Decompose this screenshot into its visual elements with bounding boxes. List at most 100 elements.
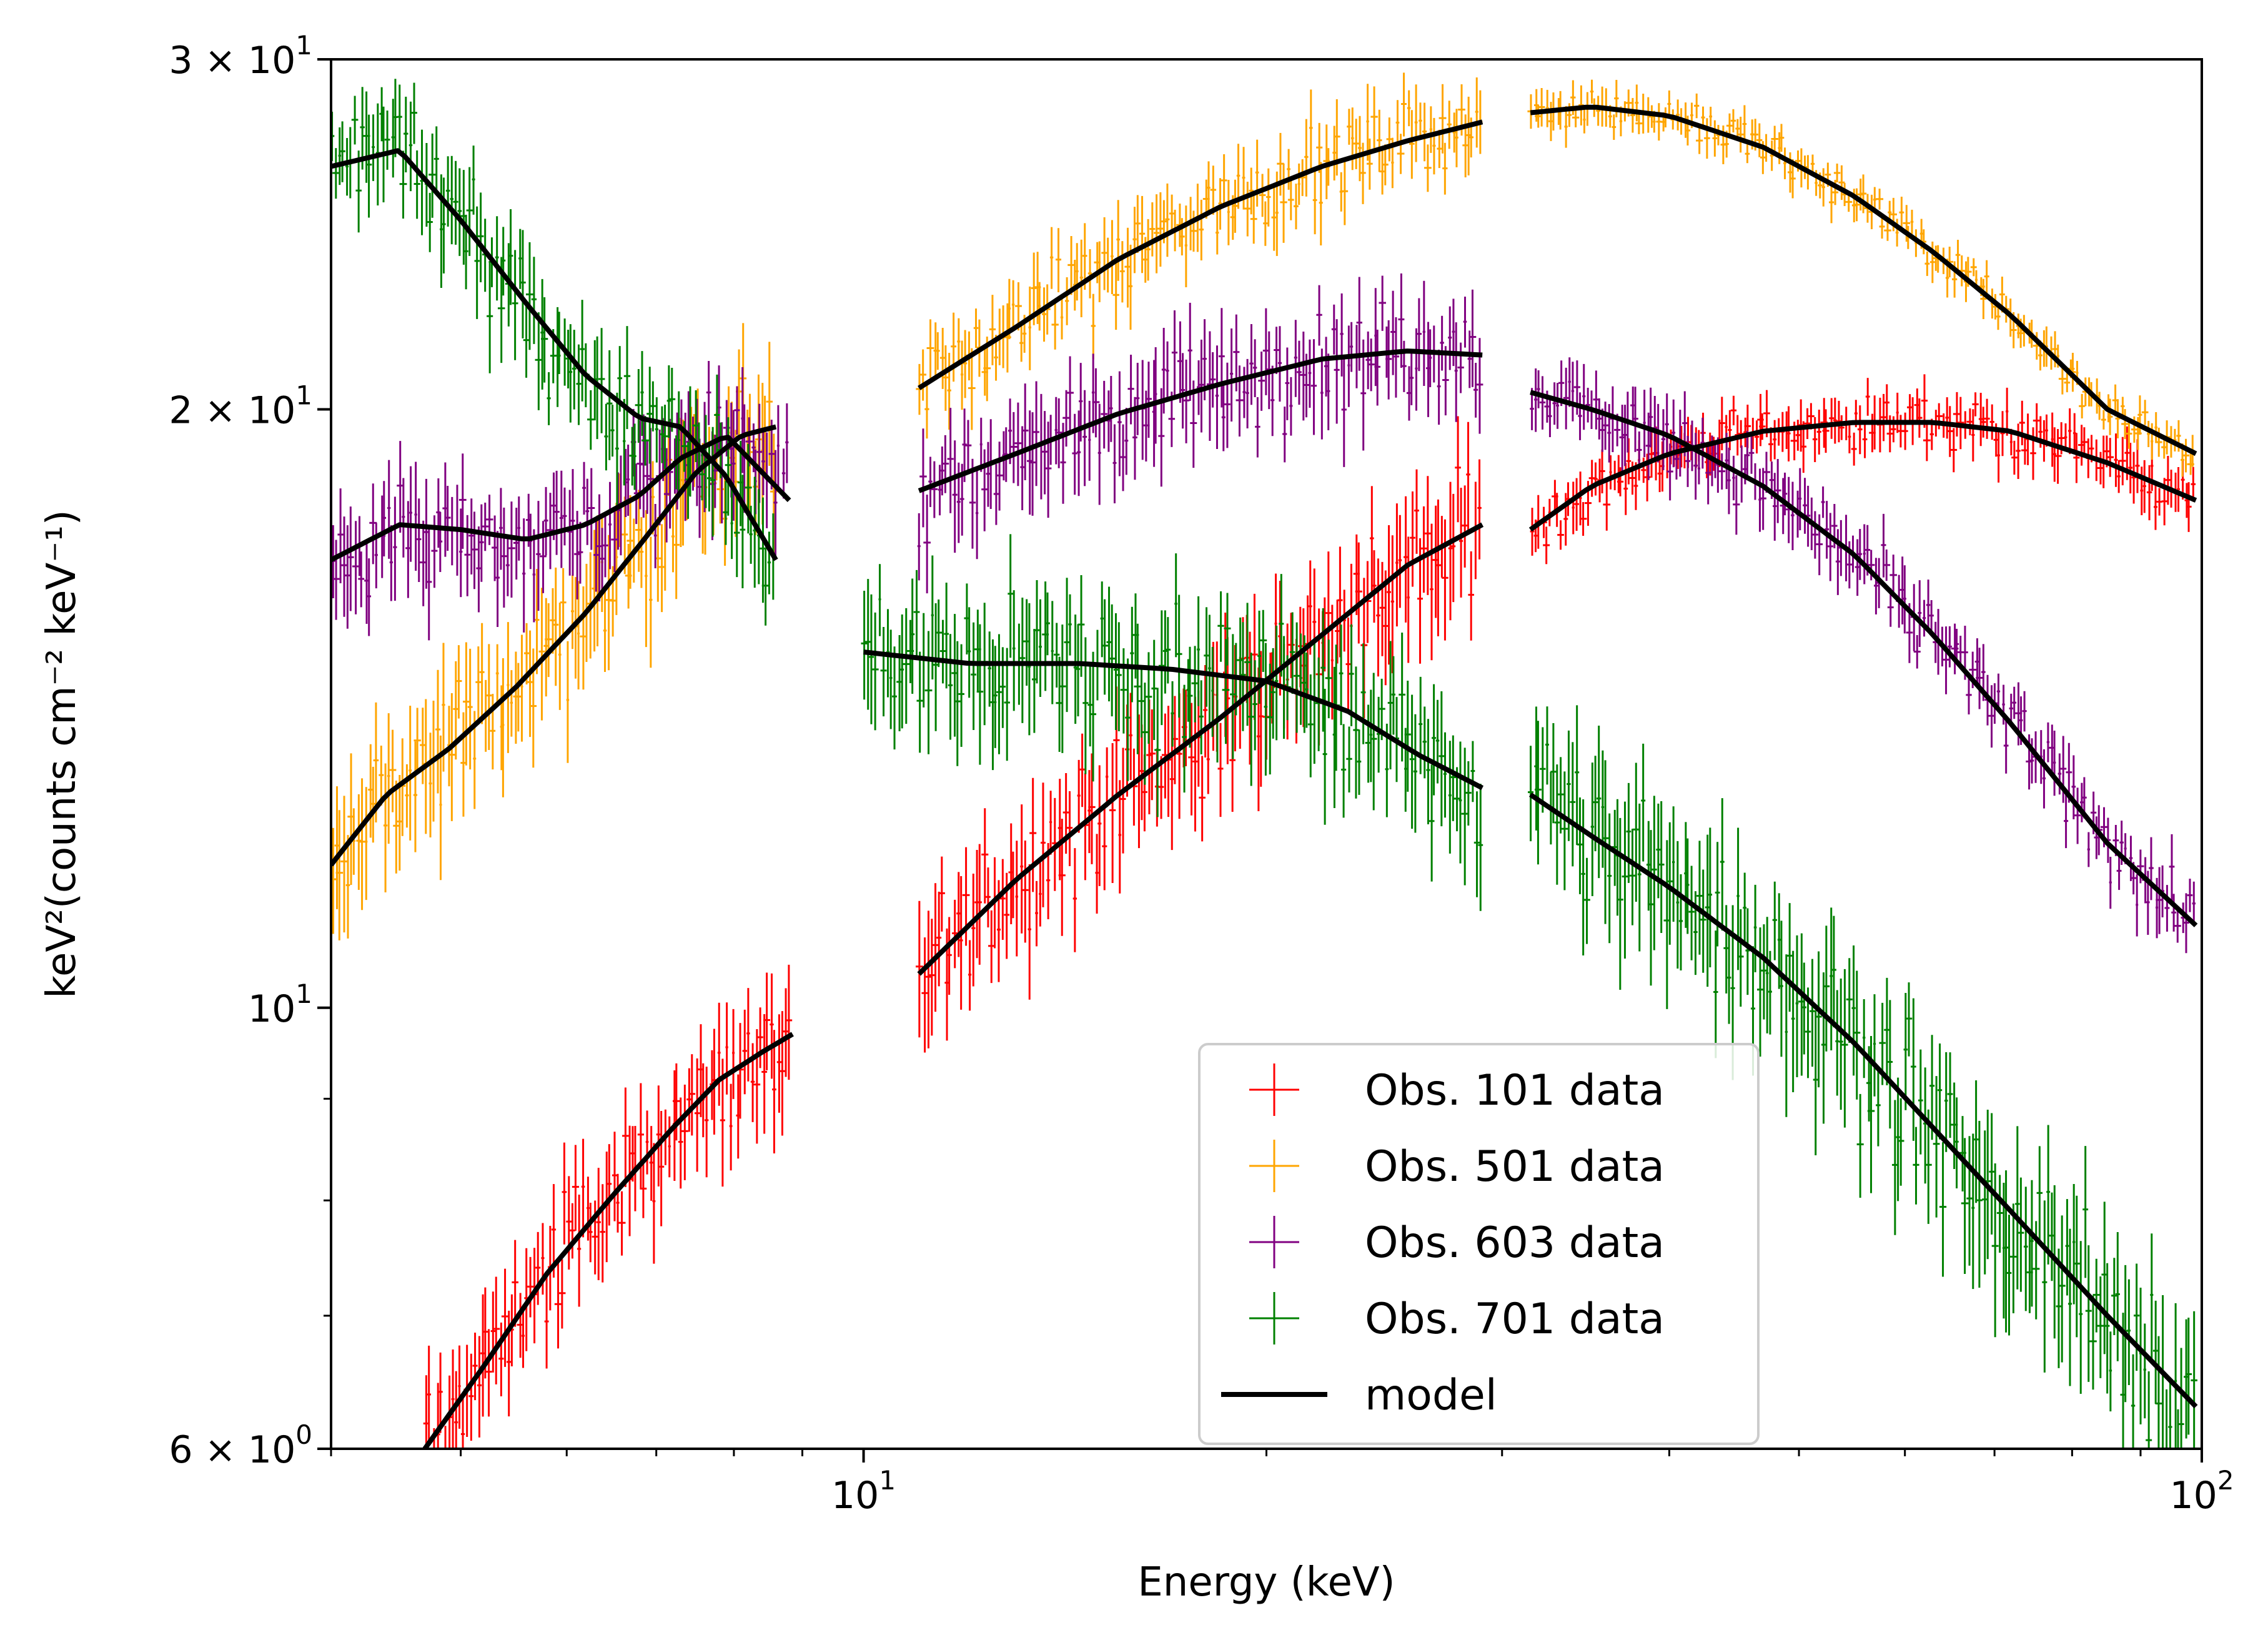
data-point	[1528, 746, 1534, 842]
data-point	[917, 513, 921, 581]
data-point	[1791, 950, 1795, 1092]
data-point	[1435, 499, 1442, 636]
data-point	[2131, 451, 2136, 504]
data-point	[1297, 340, 1302, 405]
data-point	[2053, 427, 2056, 482]
data-point	[1632, 762, 1640, 902]
data-point	[651, 461, 655, 535]
data-point	[485, 495, 493, 545]
data-point	[1157, 192, 1164, 267]
data-point	[968, 940, 972, 1011]
data-point	[1676, 99, 1680, 131]
legend-label: model	[1365, 1371, 1497, 1420]
data-point	[1907, 394, 1913, 421]
data-point	[615, 392, 619, 508]
data-point	[2054, 428, 2062, 484]
data-point	[1008, 398, 1013, 465]
data-point	[1572, 481, 1575, 535]
data-point	[1082, 390, 1087, 486]
data-point	[1033, 381, 1039, 486]
data-point	[1158, 756, 1164, 819]
data-point	[1686, 838, 1690, 934]
data-point	[604, 403, 608, 471]
data-point	[1758, 468, 1761, 532]
data-point	[1980, 279, 1987, 320]
data-point	[478, 504, 484, 582]
data-point	[1056, 228, 1062, 292]
data-point	[1366, 84, 1369, 161]
data-point	[2012, 686, 2017, 719]
data-point	[2114, 433, 2118, 487]
data-point	[1221, 154, 1227, 208]
data-point	[1577, 797, 1583, 894]
data-point	[1259, 609, 1267, 673]
data-point	[2141, 400, 2149, 425]
data-point	[1355, 542, 1362, 644]
data-point	[1404, 728, 1407, 812]
data-point	[1718, 453, 1726, 490]
data-point	[1810, 959, 1815, 1067]
data-point	[1401, 72, 1407, 137]
data-point	[640, 1160, 647, 1218]
data-point	[1830, 907, 1833, 1050]
data-point	[1590, 762, 1594, 897]
data-point	[567, 490, 573, 576]
data-point	[1846, 958, 1853, 1043]
data-point	[999, 647, 1006, 728]
data-point	[1468, 551, 1474, 641]
data-point	[1341, 355, 1347, 467]
data-point	[550, 588, 556, 654]
data-point	[2187, 879, 2193, 912]
model-curve	[331, 424, 777, 867]
data-point	[1230, 328, 1234, 422]
data-point	[1455, 416, 1461, 523]
data-point	[935, 332, 940, 370]
data-point	[1165, 617, 1171, 684]
data-point	[725, 417, 731, 516]
data-point	[1184, 205, 1188, 287]
data-point	[969, 458, 976, 549]
data-point	[2115, 399, 2121, 438]
data-point	[1199, 199, 1204, 260]
data-point	[1913, 634, 1921, 669]
data-point	[732, 1009, 735, 1099]
data-point	[2006, 1215, 2012, 1336]
data-point	[677, 391, 680, 492]
data-point	[1199, 680, 1204, 755]
data-point	[1049, 227, 1054, 289]
data-point	[2166, 1389, 2168, 1449]
data-point	[365, 114, 372, 218]
data-point	[389, 525, 393, 601]
data-point	[1950, 428, 1958, 473]
data-point	[1054, 623, 1060, 688]
data-point	[344, 525, 351, 629]
data-point	[2073, 433, 2080, 483]
data-point	[535, 312, 543, 410]
data-point	[566, 1176, 572, 1270]
data-point	[785, 403, 789, 483]
data-point	[1204, 607, 1209, 707]
data-point	[475, 646, 482, 719]
data-point	[1727, 447, 1731, 515]
data-point	[988, 910, 995, 984]
data-point	[951, 312, 957, 382]
data-point	[379, 746, 384, 806]
data-point	[1169, 194, 1175, 233]
data-point	[1435, 699, 1440, 784]
data-point	[1881, 513, 1886, 578]
data-point	[572, 1145, 579, 1231]
data-point	[612, 1132, 617, 1221]
data-point	[602, 515, 608, 578]
y-tick-label: 2 × 101	[169, 380, 312, 433]
data-point	[1171, 681, 1174, 747]
data-point	[608, 481, 612, 570]
data-point	[1913, 1127, 1919, 1205]
legend-label: Obs. 101 data	[1365, 1066, 1665, 1115]
data-point	[1054, 397, 1057, 465]
data-point	[1579, 501, 1587, 536]
data-point	[1116, 622, 1122, 731]
data-point	[1088, 400, 1091, 481]
data-point	[1865, 378, 1870, 416]
data-point	[566, 641, 570, 763]
data-point	[540, 279, 545, 390]
